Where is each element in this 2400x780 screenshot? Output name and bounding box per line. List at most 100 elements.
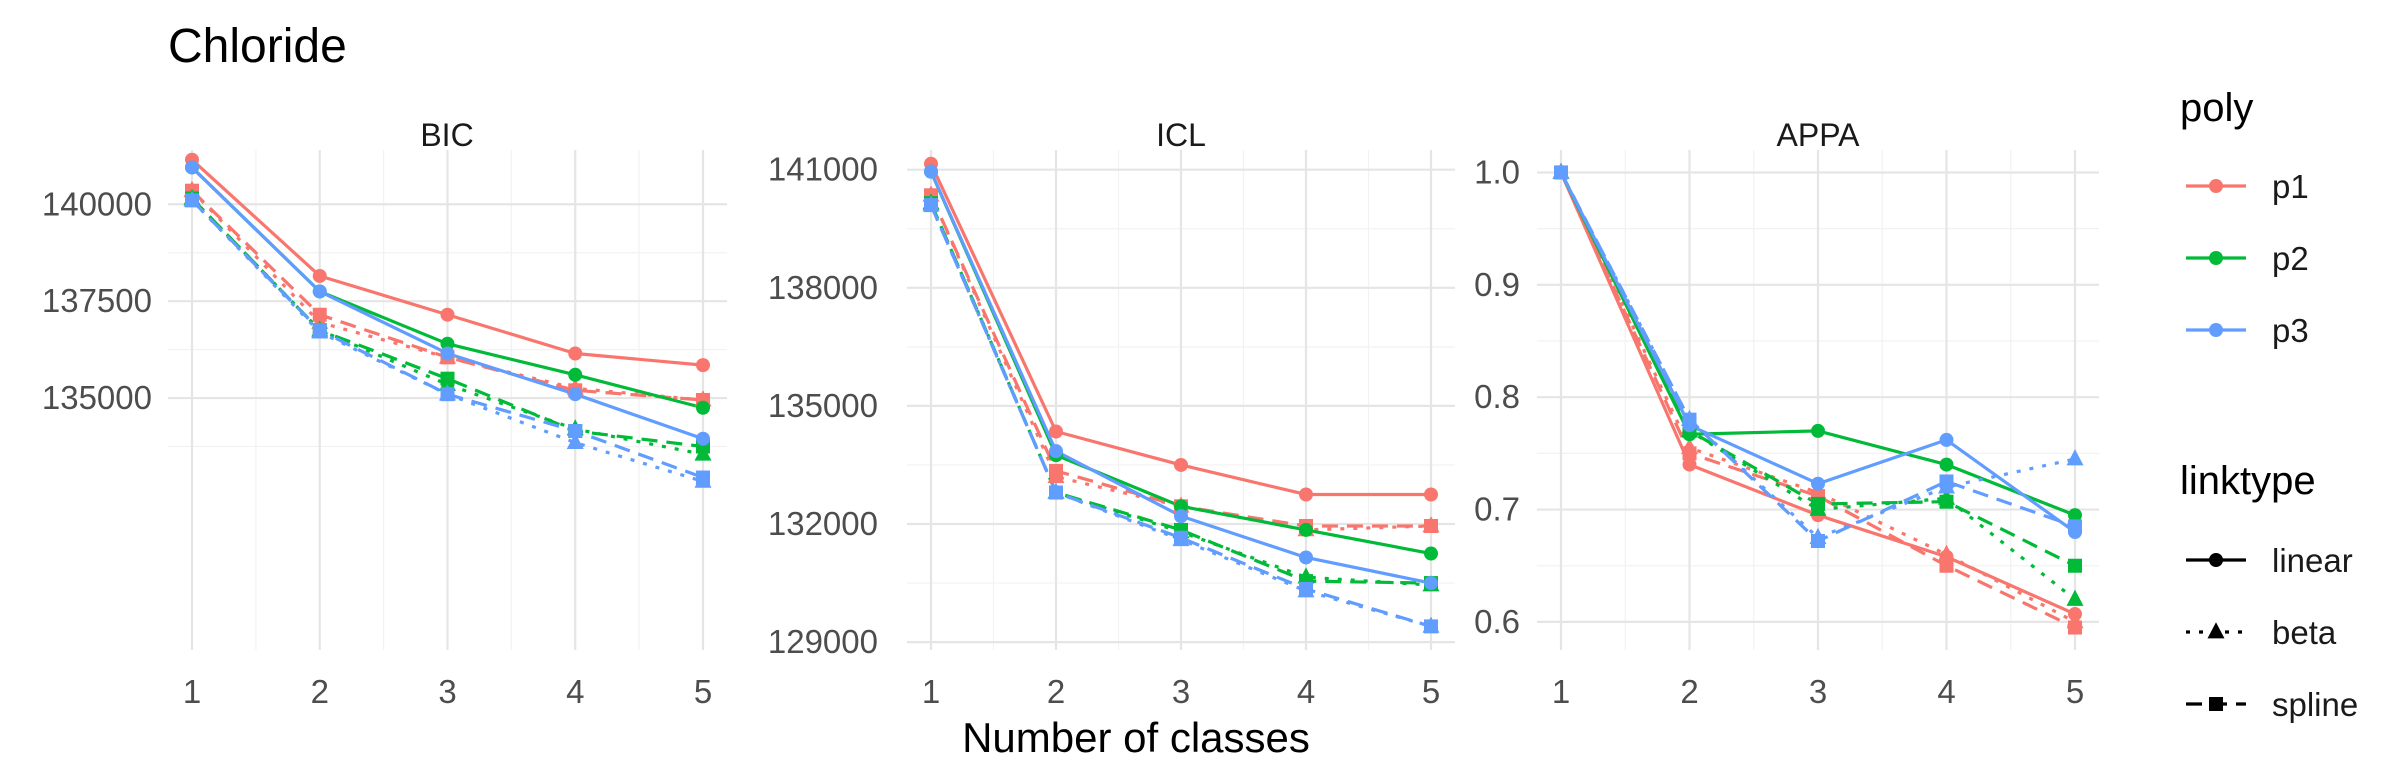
data-point-p3-beta <box>2066 449 2084 466</box>
legend-key-marker <box>2209 697 2223 711</box>
legend-label: p3 <box>2272 312 2309 349</box>
data-point-p3-linear <box>1939 432 1954 447</box>
data-point-p3-linear <box>1174 509 1188 524</box>
legend-label: spline <box>2272 686 2358 723</box>
data-point-p1-linear <box>1424 487 1438 502</box>
data-point-p3-linear <box>1424 576 1438 591</box>
data-point-p3-linear <box>1811 476 1825 491</box>
data-point-p3-spline <box>1424 619 1438 634</box>
y-tick-label: 138000 <box>768 269 878 306</box>
data-point-p2-linear <box>1424 546 1438 561</box>
x-tick-label: 1 <box>922 673 940 710</box>
x-tick-label: 3 <box>438 673 456 710</box>
legend-key-marker <box>2209 251 2223 265</box>
data-point-p3-beta <box>566 432 584 450</box>
data-point-p3-linear <box>696 431 710 446</box>
data-point-p1-linear <box>1174 457 1188 472</box>
panel-appa: APPA 0.6 0.7 0.8 0.9 1.0 1 2 3 4 5 <box>1474 117 2099 710</box>
y-tick-label: 141000 <box>768 151 878 188</box>
legend-item-beta: beta <box>2186 614 2337 651</box>
y-tick-label: 0.7 <box>1474 491 1520 528</box>
data-point-p3-spline <box>1049 485 1063 500</box>
y-tick-label: 129000 <box>768 623 878 660</box>
y-tick-label: 135000 <box>768 387 878 424</box>
data-point-p1-linear <box>1049 424 1063 439</box>
legend-label: p1 <box>2272 168 2309 205</box>
data-point-p2-linear <box>1811 423 1825 438</box>
y-tick-label: 0.9 <box>1474 266 1520 303</box>
data-point-p3-spline <box>440 387 455 402</box>
legend-item-p3: p3 <box>2186 312 2309 349</box>
data-point-p1-beta <box>1938 544 1955 561</box>
data-point-p1-spline <box>2068 620 2082 635</box>
x-tick-label: 5 <box>2066 673 2084 710</box>
data-point-p3-spline <box>1174 530 1188 545</box>
x-tick-label: 4 <box>566 673 584 710</box>
x-tick-label: 1 <box>183 673 201 710</box>
y-tick-label: 1.0 <box>1474 153 1520 190</box>
legend-item-p2: p2 <box>2186 240 2309 277</box>
data-point-p1-spline <box>1424 518 1438 533</box>
data-point-p2-linear <box>1299 522 1313 537</box>
legend-item-p1: p1 <box>2186 168 2309 205</box>
legend-item-linear: linear <box>2186 542 2353 579</box>
x-tick-label: 2 <box>1680 673 1698 710</box>
data-point-p3-linear <box>568 387 583 402</box>
y-tick-label: 132000 <box>768 505 878 542</box>
data-point-p1-linear <box>696 358 710 373</box>
legend-label: p2 <box>2272 240 2309 277</box>
series-line-p2-spline <box>190 197 704 449</box>
panel-strip-label: BIC <box>420 117 473 153</box>
data-point-p2-spline <box>1939 494 1954 509</box>
data-point-p3-linear <box>440 346 455 361</box>
data-point-p3-linear <box>1049 444 1063 459</box>
legend-key-marker <box>2209 323 2223 337</box>
x-tick-label: 5 <box>694 673 712 710</box>
legend-key-marker <box>2207 622 2225 639</box>
chart-title: Chloride <box>168 20 347 73</box>
legend-label: linear <box>2272 542 2353 579</box>
data-point-p1-spline <box>1939 558 1954 573</box>
x-tick-label: 5 <box>1422 673 1440 710</box>
legend-key-marker <box>2209 179 2223 193</box>
data-point-p3-spline <box>1682 412 1697 427</box>
y-tick-label: 0.8 <box>1474 378 1520 415</box>
data-point-p1-linear <box>1299 487 1313 502</box>
data-point-p3-spline <box>1299 581 1313 596</box>
x-tick-label: 3 <box>1809 673 1827 710</box>
data-point-p2-linear <box>696 400 710 415</box>
x-tick-label: 2 <box>311 673 329 710</box>
panels: BIC 135000 137500 140000 1 2 3 4 5 ICL 129000 13200… <box>42 117 2099 710</box>
y-tick-label: 0.6 <box>1474 603 1520 640</box>
panel-strip-label: ICL <box>1156 117 1206 153</box>
x-axis-title: Number of classes <box>962 714 1310 761</box>
data-point-p3-spline <box>1554 165 1568 180</box>
data-point-p2-linear <box>440 336 455 351</box>
data-point-p2-linear <box>2068 508 2082 523</box>
y-tick-label: 140000 <box>42 185 152 222</box>
x-tick-label: 4 <box>1937 673 1955 710</box>
data-point-p3-spline <box>312 323 327 338</box>
data-point-p3-linear <box>924 164 938 179</box>
data-point-p2-spline <box>1811 496 1825 511</box>
data-point-p1-linear <box>1682 457 1697 472</box>
data-point-p2-linear <box>1174 499 1188 514</box>
y-tick-label: 135000 <box>42 379 152 416</box>
legend-item-spline: spline <box>2186 686 2358 723</box>
legend-key-marker <box>2209 553 2223 567</box>
legend-linktype-title: linktype <box>2180 459 2316 503</box>
data-point-p3-linear <box>1299 550 1313 565</box>
data-point-p1-spline <box>1682 446 1697 461</box>
series-line-p3-spline <box>929 204 1432 628</box>
legend: poly p1 p2 p3 linktype linear beta spline <box>2180 86 2358 723</box>
panel-strip-label: APPA <box>1777 117 1861 153</box>
data-point-p3-spline <box>1811 534 1825 549</box>
data-point-p2-spline <box>2068 558 2082 573</box>
data-point-p1-spline <box>1049 463 1063 478</box>
data-point-p1-spline <box>312 307 327 322</box>
legend-poly-title: poly <box>2180 86 2253 130</box>
data-point-p3-spline <box>2068 519 2082 534</box>
data-point-p3-spline <box>924 198 938 213</box>
data-point-p3-linear <box>312 284 327 299</box>
